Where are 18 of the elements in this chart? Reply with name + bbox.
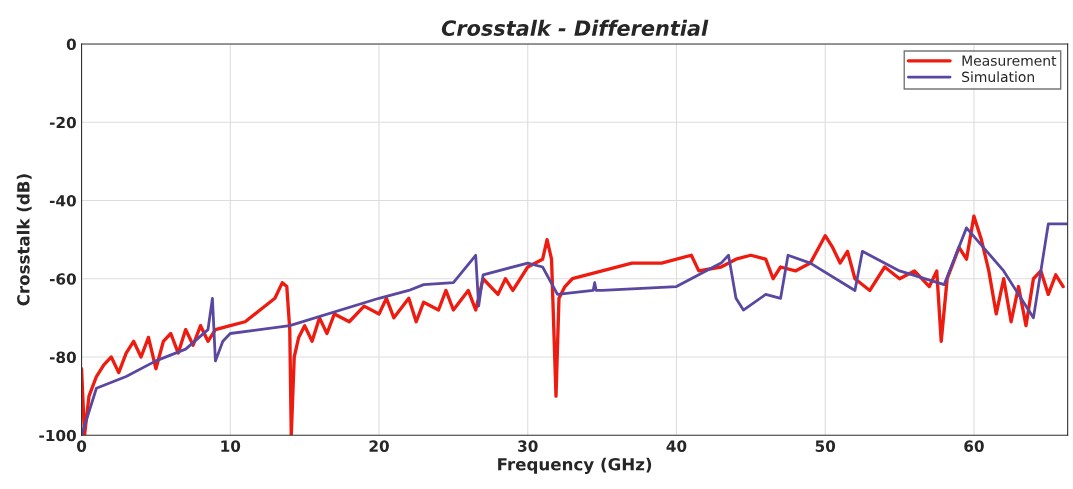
- legend-label: Simulation: [962, 71, 1034, 83]
- y-tick-label: 0: [66, 38, 76, 51]
- y-tick-label: -80: [49, 351, 76, 363]
- x-tick-label: 50: [815, 440, 836, 452]
- chart-title: Crosstalk - Differential: [441, 19, 709, 36]
- y-tick-label: -100: [39, 429, 76, 442]
- y-tick-label: -60: [49, 273, 76, 285]
- y-axis-title: Crosstalk (dB): [16, 174, 32, 306]
- y-tick-label: -40: [49, 194, 76, 207]
- x-tick-label: 30: [518, 440, 538, 452]
- x-tick-label: 60: [964, 440, 984, 452]
- x-axis-title: Frequency (GHz): [498, 457, 652, 474]
- x-tick-label: 0: [76, 440, 87, 452]
- y-tick-label: -20: [49, 116, 76, 129]
- x-tick-label: 40: [666, 440, 687, 452]
- x-tick-label: 20: [369, 440, 389, 452]
- x-tick-label: 10: [221, 440, 241, 452]
- legend-label: Measurement: [962, 55, 1057, 66]
